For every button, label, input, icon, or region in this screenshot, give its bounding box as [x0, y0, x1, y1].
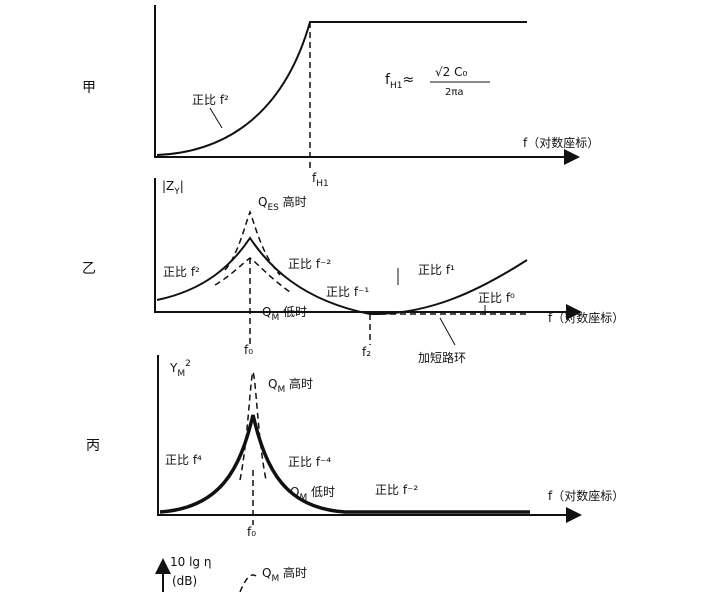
curve	[239, 574, 257, 592]
leader	[209, 107, 223, 129]
f0-label: f₀	[247, 525, 256, 539]
x-axis-label: f（对数座标）	[523, 135, 599, 150]
slope-label: 正比 f⁰	[478, 291, 515, 305]
curve	[156, 236, 528, 316]
curve	[159, 414, 530, 514]
slope-label: 正比 f²	[192, 93, 229, 107]
slope-label: 正比 f⁴	[165, 453, 202, 467]
formula-denominator: 2πa	[445, 87, 464, 98]
slope-label: 正比 f⁻²	[375, 483, 418, 497]
axes	[154, 5, 580, 165]
y-axis-label: 10 lg η	[170, 555, 211, 569]
x-axis-label: f（对数座标）	[548, 488, 624, 503]
panel-bing: 丙 YM2 QM 高时 正比 f⁴ 正比 f⁻⁴ QM 低时 正比 f⁻² f（…	[86, 355, 624, 539]
formula: fH1≈	[385, 72, 414, 91]
axes	[154, 178, 582, 320]
q-high-label: QES 高时	[258, 194, 307, 213]
leaders	[397, 268, 486, 346]
panel-jia: 甲 正比 f² fH1≈ √2 C₀ 2πa f（对数座标） fH1	[82, 5, 599, 189]
y-axis-label: |ZY|	[162, 179, 184, 197]
panel-label: 甲	[82, 80, 96, 96]
q-low-label: QM 低时	[262, 305, 307, 323]
panel-label: 乙	[82, 261, 96, 277]
q-low-label: QM 低时	[290, 485, 335, 503]
f2-label: f₂	[362, 345, 371, 359]
q-high-curve	[239, 369, 267, 481]
slope-label: 正比 f²	[163, 265, 200, 279]
slope-label: 正比 f⁻⁴	[288, 455, 331, 469]
q-high-label: QM 高时	[268, 376, 313, 395]
ring-label: 加短路环	[418, 350, 466, 365]
marker-lines	[249, 258, 371, 345]
q-low-curve	[214, 257, 291, 293]
q-high-curve	[224, 209, 281, 276]
panel-ding: 10 lg η (dB) QM 高时	[155, 555, 307, 592]
x-axis-label: f（对数座标）	[548, 310, 624, 325]
panel-yi: 乙 |ZY| QES 高时 正比 f² 正比 f⁻² 正比 f⁻¹ 正比 f¹ …	[82, 178, 624, 365]
slope-label: 正比 f⁻²	[288, 257, 331, 271]
f0-label: f₀	[244, 343, 253, 357]
slope-label: 正比 f⁻¹	[326, 285, 369, 299]
formula-numerator: √2 C₀	[435, 65, 467, 79]
y-unit: (dB)	[172, 574, 197, 588]
panel-label: 丙	[86, 438, 100, 454]
slope-label: 正比 f¹	[418, 263, 455, 277]
y-axis-label: YM2	[169, 359, 191, 379]
cutoff-label: fH1	[312, 171, 329, 189]
curve	[156, 21, 527, 156]
q-high-label: QM 高时	[262, 565, 307, 584]
axes	[157, 355, 582, 523]
